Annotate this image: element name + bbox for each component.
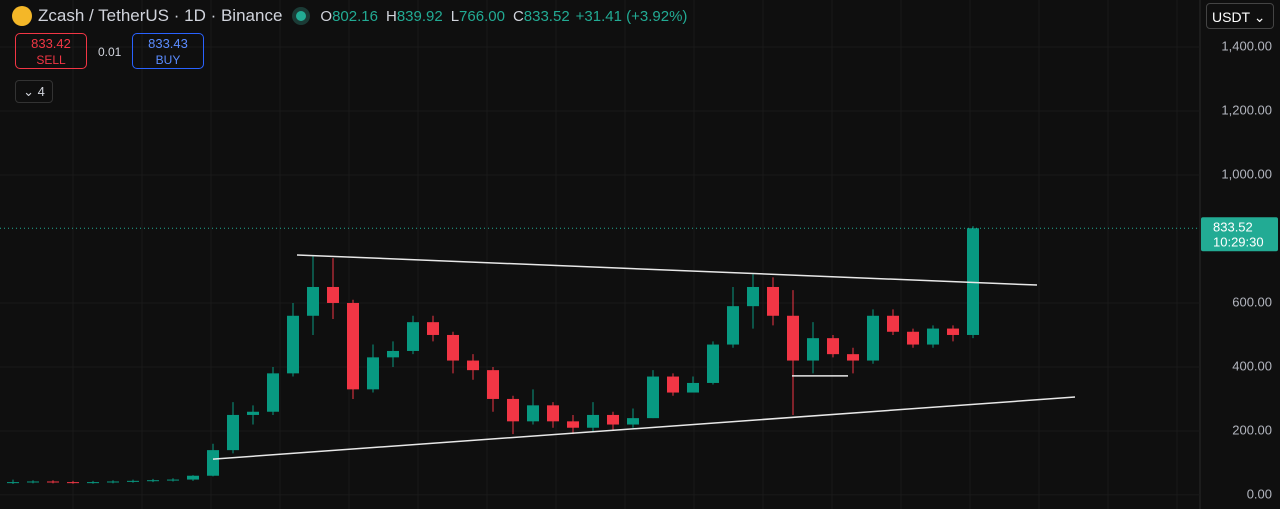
y-tick-label: 1,200.00	[1221, 102, 1272, 117]
candle-body	[847, 354, 859, 361]
candle-body	[267, 373, 279, 412]
y-tick-label: 400.00	[1232, 358, 1272, 373]
candle-body	[587, 414, 599, 428]
candle-body	[507, 398, 519, 422]
candle-body	[347, 302, 359, 390]
symbol: Zcash / TetherUS · 1D · Binance	[38, 6, 283, 25]
trendline	[212, 396, 1076, 460]
candle-body	[427, 322, 439, 335]
last-price-box	[1201, 217, 1278, 252]
ohlc-key: O	[320, 7, 333, 25]
candle-body	[627, 418, 639, 425]
y-tick-label: 1,400.00	[1221, 38, 1272, 53]
candle-body	[307, 286, 319, 316]
candle-body	[327, 286, 339, 303]
candle-body	[827, 338, 839, 355]
indicator-toggle[interactable]: ⌄ 4	[15, 80, 53, 103]
candle-body	[527, 405, 539, 422]
candle-body	[147, 480, 159, 482]
candle-body	[47, 481, 59, 483]
candle-body	[747, 286, 759, 307]
buy-label: BUY	[155, 53, 181, 67]
last-price-label: 833.52	[1213, 220, 1253, 235]
ohlc-key: C	[512, 7, 524, 25]
ohlc-value: 833.52	[523, 7, 570, 25]
candle-body	[167, 479, 179, 481]
status-dot	[296, 11, 307, 21]
candle-body	[107, 481, 119, 483]
candle-body	[927, 328, 939, 345]
candle-body	[967, 228, 979, 335]
candle-body	[287, 315, 299, 374]
candle-body	[367, 357, 379, 390]
countdown: 10:29:30	[1213, 235, 1264, 250]
ohlc-key: H	[385, 7, 397, 25]
candle-body	[707, 344, 719, 383]
y-tick-label: 200.00	[1232, 422, 1272, 437]
indicator-count: 4	[37, 84, 45, 99]
candle-body	[67, 482, 79, 484]
candle-body	[227, 414, 239, 451]
ohlc-value: 802.16	[332, 7, 378, 25]
candle-body	[187, 475, 199, 480]
candle-body	[447, 334, 459, 361]
candle-body	[7, 482, 19, 484]
change: +31.41 (+3.92%)	[575, 7, 688, 25]
ohlc-value: 839.92	[396, 7, 443, 25]
y-tick-label: 0.00	[1247, 486, 1272, 501]
candle-body	[407, 322, 419, 351]
y-tick-label: 1,000.00	[1221, 166, 1272, 181]
candle-body	[727, 306, 739, 345]
ohlc: O802.16 H839.92 L766.00 C833.52	[320, 8, 569, 25]
plot-bg	[0, 0, 1200, 509]
candle-body	[867, 315, 879, 361]
candle-body	[87, 482, 99, 484]
spread: 0.01	[98, 45, 122, 59]
sell-price: 833.42	[31, 36, 71, 51]
candle-body	[687, 382, 699, 393]
candle-body	[887, 315, 899, 332]
candle-body	[567, 421, 579, 428]
currency-select[interactable]: USDT ⌄	[1206, 3, 1274, 29]
buy-price: 833.43	[148, 36, 188, 51]
currency: USDT	[1212, 9, 1250, 25]
sell-button[interactable]: 833.42 SELL	[15, 33, 87, 69]
trendline	[296, 254, 1038, 286]
legend: Zcash / TetherUS · 1D · Binance O802.16 H…	[12, 6, 687, 26]
candle-body	[127, 480, 139, 482]
candle-body	[207, 450, 219, 476]
candle-body	[247, 411, 259, 415]
buy-button[interactable]: 833.43 BUY	[132, 33, 204, 69]
candle-body	[467, 360, 479, 371]
sell-label: SELL	[36, 53, 66, 67]
candle-body	[607, 414, 619, 425]
candle-body	[767, 286, 779, 316]
coin-icon	[12, 6, 32, 26]
candle-body	[387, 350, 399, 358]
candle-body	[907, 331, 919, 345]
candle-body	[27, 481, 39, 483]
candle-body	[647, 376, 659, 419]
candle-body	[787, 315, 799, 361]
candle-body	[487, 370, 499, 399]
y-tick-label: 600.00	[1232, 294, 1272, 309]
ohlc-value: 766.00	[459, 7, 505, 25]
candle-body	[547, 405, 559, 422]
candle-body	[667, 376, 679, 393]
ohlc-key: L	[450, 7, 460, 25]
candle-body	[947, 328, 959, 335]
candle-body	[807, 338, 819, 361]
